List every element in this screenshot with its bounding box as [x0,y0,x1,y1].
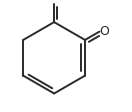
Text: O: O [99,25,109,38]
